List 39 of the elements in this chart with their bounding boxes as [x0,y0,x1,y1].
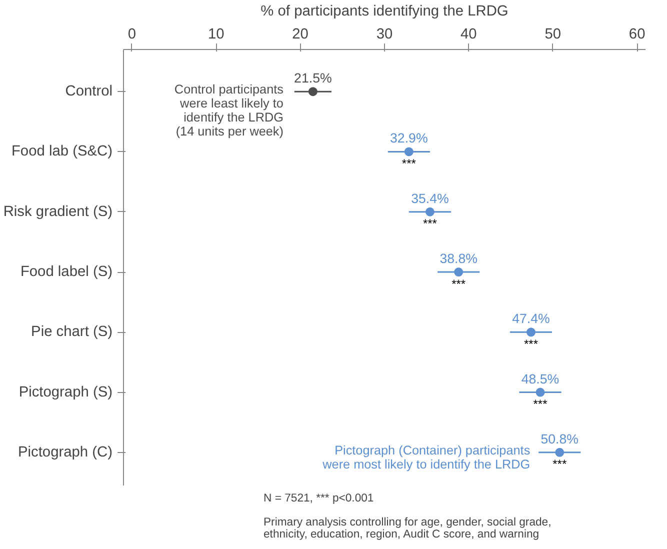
x-tick-label: 20 [292,26,308,42]
point [555,448,564,457]
y-tick-label: Control [65,84,113,100]
point [404,147,414,156]
data-label: 48.5% [521,371,560,386]
point [425,207,434,216]
x-tick-label: 40 [460,26,477,42]
data-label: 38.8% [440,250,478,266]
point [454,268,464,276]
data-label: 50.8% [540,431,579,446]
y-tick-label: Food label (S) [20,264,113,280]
data-label: 35.4% [411,190,450,206]
y-tick-label: Food lab (S&C) [11,144,113,160]
data-label: 32.9% [390,130,428,146]
annotation: *** [552,457,567,472]
data-label: 21.5% [294,70,332,86]
annotation: *** [422,216,438,231]
text: Primary analysis controlling for age, gender, social grade, ethnicity, education, region, Audit C score, and warning [264,516,552,540]
annotation: *** [533,397,548,412]
data-label: 47.4% [512,311,550,326]
point [526,328,536,337]
y-tick-label: Pictograph (C) [18,444,113,460]
y-tick-label: Pie chart (S) [31,324,113,340]
x-tick-label: 10 [208,26,224,42]
y-tick-label: Risk gradient (S) [3,204,113,220]
x-tick-label: 0 [128,26,136,42]
point [308,87,318,96]
text: N = 7521, *** p<0.001 [264,492,374,504]
annotation: Pictograph (Container) participants were most likely to identify the LRDG [322,443,530,472]
annotation: *** [402,156,416,171]
annotation: Control participants were least likely to identify the LRDG (14 units per week) [174,82,284,139]
x-tick-label: 60 [628,26,646,42]
annotation: *** [452,276,466,291]
point [536,388,545,397]
x-axis-title: % of participants identifying the LRDG [260,4,508,20]
annotation: *** [524,336,538,351]
x-tick-label: 50 [544,26,562,42]
y-tick-label: Pictograph (S) [18,384,113,400]
x-tick-label: 30 [376,26,393,42]
